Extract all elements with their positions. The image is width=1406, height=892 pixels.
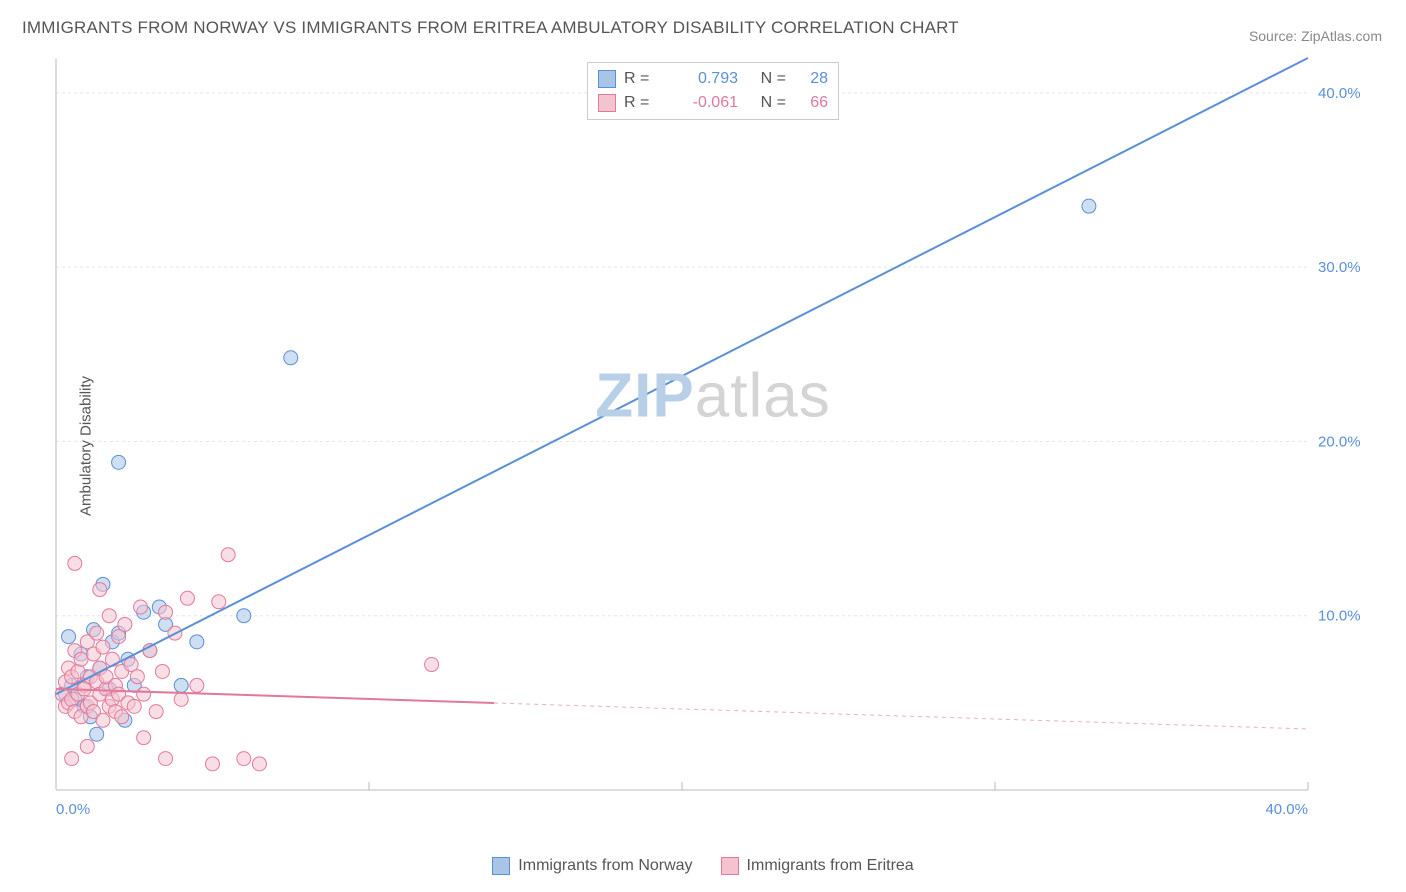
legend-swatch: [492, 857, 510, 875]
series-legend-item: Immigrants from Eritrea: [721, 857, 914, 875]
scatter-plot-svg: 10.0% 20.0% 30.0% 40.0% 0.0% 40.0%: [48, 54, 1378, 832]
series-legend: Immigrants from Norway Immigrants from Er…: [0, 857, 1406, 880]
legend-r-label: R =: [624, 70, 660, 88]
svg-text:20.0%: 20.0%: [1318, 433, 1361, 450]
source-label: Source:: [1249, 28, 1297, 44]
correlation-legend: R = 0.793 N = 28 R = -0.061 N = 66: [587, 62, 839, 120]
legend-r-label: R =: [624, 94, 660, 112]
legend-row: R = 0.793 N = 28: [598, 67, 828, 91]
legend-swatch: [721, 857, 739, 875]
legend-swatch: [598, 94, 616, 112]
legend-n-value: 28: [794, 70, 828, 88]
chart-area: 10.0% 20.0% 30.0% 40.0% 0.0% 40.0% R = 0.793 N …: [48, 54, 1378, 832]
source-attribution: Source: ZipAtlas.com: [1249, 28, 1382, 44]
svg-text:30.0%: 30.0%: [1318, 259, 1361, 276]
chart-title: IMMIGRANTS FROM NORWAY VS IMMIGRANTS FRO…: [22, 18, 959, 38]
legend-n-label: N =: [750, 94, 786, 112]
svg-text:0.0%: 0.0%: [56, 801, 90, 818]
legend-r-value: 0.793: [668, 70, 738, 88]
legend-n-label: N =: [750, 70, 786, 88]
series-legend-item: Immigrants from Norway: [492, 857, 692, 875]
legend-row: R = -0.061 N = 66: [598, 91, 828, 115]
svg-text:40.0%: 40.0%: [1265, 801, 1308, 818]
legend-r-value: -0.061: [668, 94, 738, 112]
source-link[interactable]: ZipAtlas.com: [1301, 28, 1382, 44]
legend-swatch: [598, 70, 616, 88]
svg-text:40.0%: 40.0%: [1318, 85, 1361, 102]
series-name: Immigrants from Norway: [518, 857, 692, 875]
series-name: Immigrants from Eritrea: [747, 857, 914, 875]
legend-n-value: 66: [794, 94, 828, 112]
svg-text:10.0%: 10.0%: [1318, 608, 1361, 625]
